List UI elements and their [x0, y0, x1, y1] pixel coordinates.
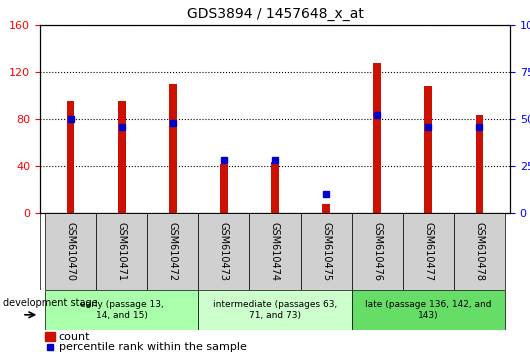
Bar	[351, 213, 403, 290]
Text: late (passage 136, 142, and
143): late (passage 136, 142, and 143)	[365, 300, 491, 320]
Bar	[67, 101, 75, 213]
Bar	[250, 213, 301, 290]
Title: GDS3894 / 1457648_x_at: GDS3894 / 1457648_x_at	[187, 7, 364, 21]
Text: early (passage 13,
14, and 15): early (passage 13, 14, and 15)	[80, 300, 164, 320]
Bar	[403, 213, 454, 290]
Text: development stage: development stage	[3, 298, 98, 308]
Bar	[351, 290, 505, 330]
Text: GSM610470: GSM610470	[66, 222, 76, 281]
Bar	[96, 213, 147, 290]
Bar	[220, 164, 228, 213]
Bar	[425, 86, 432, 213]
Bar	[271, 162, 279, 213]
Bar	[475, 115, 483, 213]
Bar	[373, 63, 381, 213]
Bar	[322, 204, 330, 213]
Bar	[454, 213, 505, 290]
Bar	[45, 332, 55, 341]
Text: intermediate (passages 63,
71, and 73): intermediate (passages 63, 71, and 73)	[213, 300, 337, 320]
Text: GSM610473: GSM610473	[219, 222, 229, 281]
Bar	[301, 213, 351, 290]
Text: GSM610478: GSM610478	[474, 222, 484, 281]
Text: GSM610471: GSM610471	[117, 222, 127, 281]
Bar	[198, 213, 250, 290]
Bar	[45, 213, 96, 290]
Text: GSM610475: GSM610475	[321, 222, 331, 281]
Text: GSM610477: GSM610477	[423, 222, 433, 281]
Bar	[45, 290, 198, 330]
Bar	[198, 290, 351, 330]
Text: GSM610474: GSM610474	[270, 222, 280, 281]
Bar	[118, 101, 126, 213]
Bar	[147, 213, 198, 290]
Bar	[169, 84, 176, 213]
Text: GSM610476: GSM610476	[372, 222, 382, 281]
Text: percentile rank within the sample: percentile rank within the sample	[59, 342, 246, 352]
Text: GSM610472: GSM610472	[168, 222, 178, 281]
Text: count: count	[59, 332, 90, 342]
